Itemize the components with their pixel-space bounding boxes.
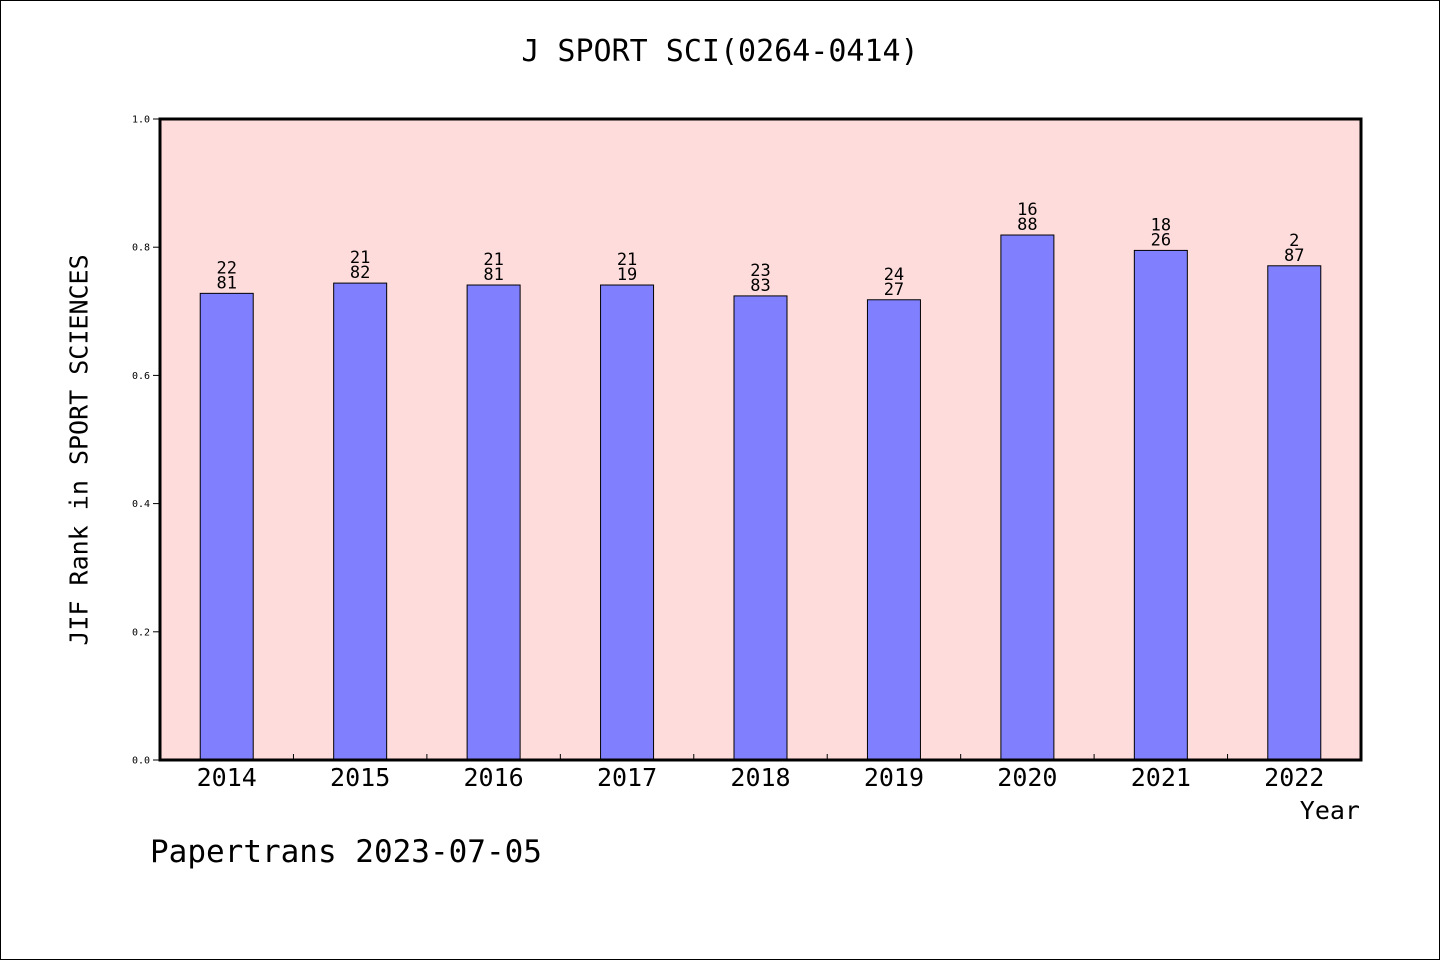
bar-label-top: 24 [884,265,904,285]
bar-label-top: 16 [1017,200,1037,220]
y-tick-label: 0.2 [132,627,150,638]
bar-label-top: 21 [483,250,503,270]
chart-title: J SPORT SCI(0264-0414) [521,34,919,69]
bar [333,282,388,761]
x-tick-label: 2014 [197,763,257,792]
bar-label-bottom: 83 [750,276,770,296]
y-tick-label: 0.0 [132,756,150,767]
bar [733,295,788,761]
bar-label-bottom: 88 [1017,215,1037,235]
bar [600,284,655,761]
x-tick-label: 2020 [997,763,1057,792]
bar-label-bottom: 81 [216,273,236,293]
bar-label-bottom: 82 [350,263,370,283]
bar-label-top: 23 [750,261,770,281]
y-tick-label: 0.8 [132,243,150,254]
bar-label-bottom: 26 [1151,230,1171,250]
bar-label-bottom: 81 [483,265,503,285]
y-tick-label: 1.0 [132,115,150,126]
plot-border [158,117,1363,762]
bar [466,284,521,761]
bar [866,299,921,761]
bar-label-top: 21 [617,250,637,270]
footer-note: Papertrans 2023-07-05 [150,834,542,870]
x-tick-label: 2022 [1264,763,1324,792]
bar-label-top: 21 [350,248,370,268]
bar-label-top: 18 [1151,215,1171,235]
x-tick-label: 2019 [864,763,924,792]
bar [199,292,254,761]
bar [1000,234,1055,761]
bar-label-bottom: 27 [884,280,904,300]
y-tick-label: 0.4 [132,499,150,510]
bar [1267,265,1322,761]
x-tick-label: 2017 [597,763,657,792]
y-tick-label: 0.6 [132,371,150,382]
x-tick-label: 2015 [330,763,390,792]
x-axis-label: Year [1299,796,1360,825]
x-tick-label: 2018 [730,763,790,792]
x-tick-label: 2021 [1131,763,1191,792]
bar [1133,249,1188,761]
bar-label-top: 22 [216,258,236,278]
bar-label-bottom: 19 [617,265,637,285]
x-tick-label: 2016 [464,763,524,792]
bar-label-top: 2 [1289,231,1299,251]
bar-label-bottom: 87 [1284,246,1304,266]
